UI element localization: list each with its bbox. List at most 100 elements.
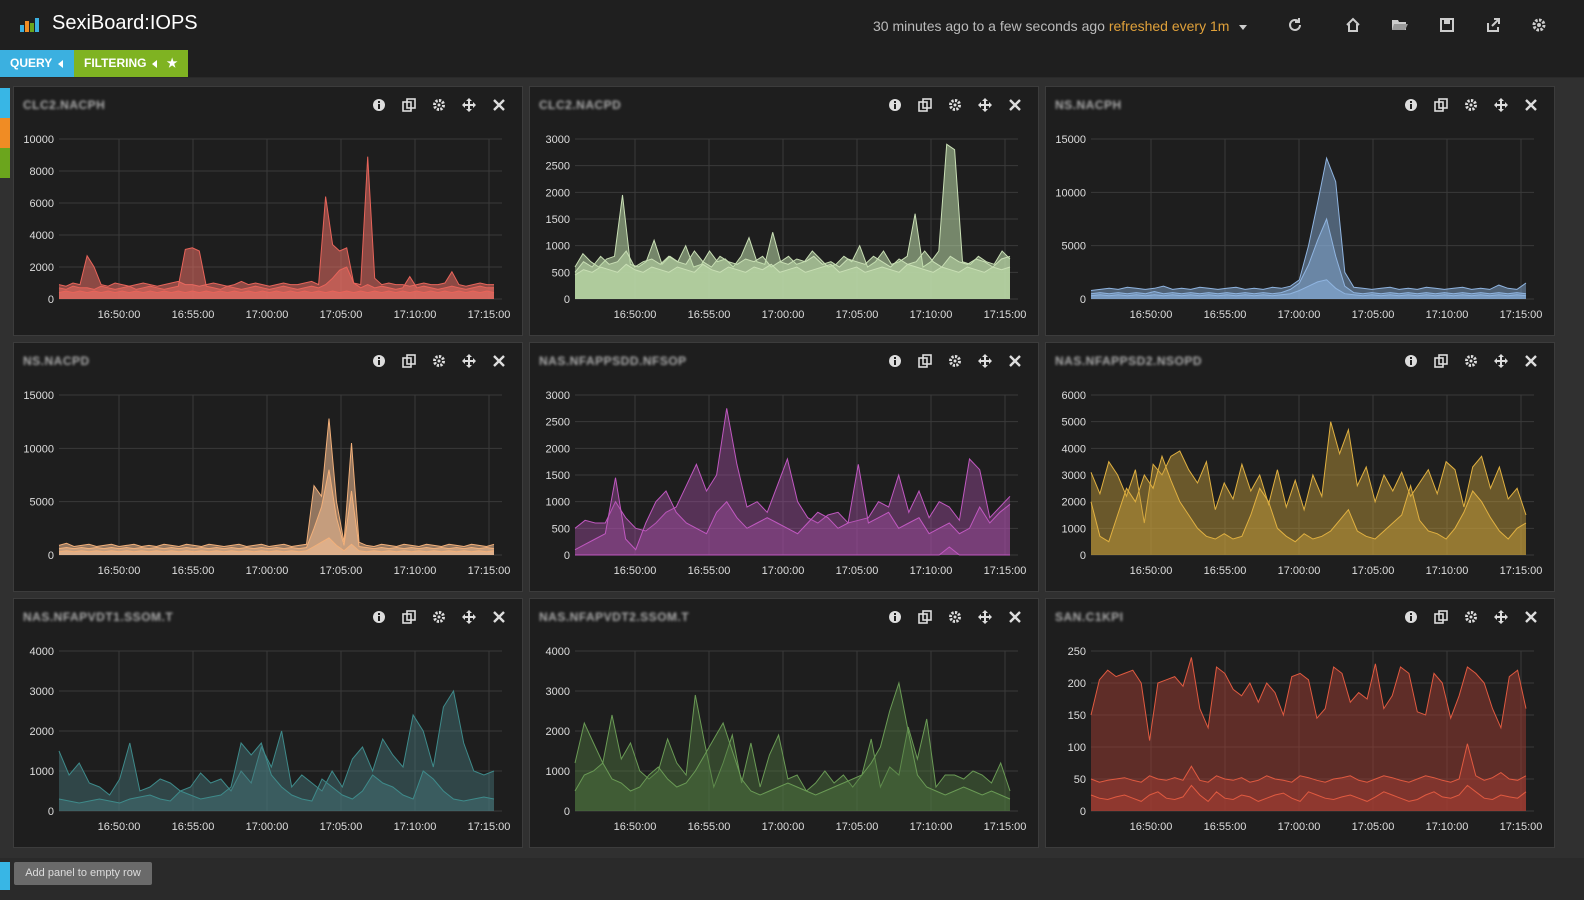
gear-icon[interactable]: [424, 353, 454, 369]
gear-icon[interactable]: [424, 97, 454, 113]
row-collapse-handle[interactable]: [0, 118, 10, 148]
info-icon[interactable]: [1396, 353, 1426, 369]
info-icon[interactable]: [364, 97, 394, 113]
x-tick-label: 17:05:00: [836, 565, 879, 577]
x-tick-label: 17:10:00: [1426, 309, 1469, 321]
query-pill[interactable]: QUERY: [0, 50, 74, 77]
move-icon[interactable]: [970, 353, 1000, 369]
graph-panel[interactable]: NS.NACPD 0 5000 10000 15000 16:50:00 16:55:00 1…: [13, 342, 523, 592]
series-line: [1090, 743, 1527, 783]
graph-panel[interactable]: NAS.NFAPVDT2.SSOM.T 0 1000 2000 3000 4000 16:5…: [529, 598, 1039, 848]
time-series-chart: 0 1000 2000 3000 4000 16:50:00 16:55:00 17:00:0…: [546, 646, 1027, 833]
filtering-pill[interactable]: FILTERING ★: [74, 50, 188, 77]
close-icon[interactable]: [1516, 609, 1546, 625]
close-icon[interactable]: [484, 609, 514, 625]
duplicate-icon[interactable]: [394, 609, 424, 625]
panel-title[interactable]: NS.NACPH: [1055, 98, 1122, 112]
gear-icon[interactable]: [1456, 97, 1486, 113]
graph-panel[interactable]: NAS.NFAPPSD2.NSOPD 0 1000 2000 3000 4000 5000 6…: [1045, 342, 1555, 592]
panel-title[interactable]: NAS.NFAPVDT1.SSOM.T: [23, 610, 174, 624]
move-icon[interactable]: [1486, 97, 1516, 113]
time-series-chart: 0 1000 2000 3000 4000 16:50:00 16:55:00 17:00:0…: [30, 646, 511, 833]
duplicate-icon[interactable]: [1426, 353, 1456, 369]
panel-title[interactable]: NAS.NFAPPSD2.NSOPD: [1055, 354, 1203, 368]
duplicate-icon[interactable]: [394, 97, 424, 113]
move-icon[interactable]: [1486, 609, 1516, 625]
time-series-chart: 0 1000 2000 3000 4000 5000 6000 16:50:00 16:55:0…: [1062, 390, 1543, 577]
query-pill-label: QUERY: [10, 56, 53, 70]
add-panel-button[interactable]: Add panel to empty row: [14, 862, 152, 885]
duplicate-icon[interactable]: [1426, 97, 1456, 113]
graph-panel[interactable]: SAN.C1KPI 0 50 100 150 200 250 16:50:00 16:55:00…: [1045, 598, 1555, 848]
close-icon[interactable]: [484, 97, 514, 113]
move-icon[interactable]: [970, 609, 1000, 625]
gear-icon[interactable]: [940, 97, 970, 113]
panel-title[interactable]: NAS.NFAPVDT2.SSOM.T: [539, 610, 690, 624]
x-tick-label: 16:55:00: [1204, 309, 1247, 321]
gear-icon[interactable]: [1530, 16, 1548, 34]
info-icon[interactable]: [364, 353, 394, 369]
row-collapse-handle[interactable]: [0, 148, 10, 178]
close-icon[interactable]: [1516, 97, 1546, 113]
refresh-icon[interactable]: [1286, 16, 1304, 34]
duplicate-icon[interactable]: [910, 609, 940, 625]
gear-icon[interactable]: [940, 353, 970, 369]
duplicate-icon[interactable]: [910, 353, 940, 369]
close-icon[interactable]: [1000, 97, 1030, 113]
info-icon[interactable]: [880, 97, 910, 113]
close-icon[interactable]: [484, 353, 514, 369]
gear-icon[interactable]: [1456, 609, 1486, 625]
row-collapse-handle[interactable]: [0, 88, 10, 118]
graph-panel[interactable]: NAS.NFAPPSDD.NFSOP 0 500 1000 1500 2000 2500 30…: [529, 342, 1039, 592]
graph-panel[interactable]: CLC2.NACPD 0 500 1000 1500 2000 2500 3000 16:50:…: [529, 86, 1039, 336]
panel-title[interactable]: NAS.NFAPPSDD.NFSOP: [539, 354, 687, 368]
panel-title[interactable]: SAN.C1KPI: [1055, 610, 1124, 624]
info-icon[interactable]: [880, 353, 910, 369]
graph-panel[interactable]: NS.NACPH 0 5000 10000 15000 16:50:00 16:55:00 1…: [1045, 86, 1555, 336]
gear-icon[interactable]: [424, 609, 454, 625]
home-icon[interactable]: [1344, 16, 1362, 34]
gear-icon[interactable]: [940, 609, 970, 625]
x-tick-label: 16:50:00: [98, 309, 141, 321]
panel-title[interactable]: CLC2.NACPH: [23, 98, 106, 112]
panel-toolbar: [1396, 97, 1546, 113]
panel-title[interactable]: CLC2.NACPD: [539, 98, 622, 112]
duplicate-icon[interactable]: [910, 97, 940, 113]
move-icon[interactable]: [970, 97, 1000, 113]
move-icon[interactable]: [454, 609, 484, 625]
time-picker[interactable]: 30 minutes ago to a few seconds ago refr…: [873, 18, 1248, 34]
info-icon[interactable]: [1396, 97, 1426, 113]
empty-row-handle[interactable]: [0, 862, 10, 890]
save-icon[interactable]: [1438, 16, 1456, 34]
duplicate-icon[interactable]: [1426, 609, 1456, 625]
gear-icon[interactable]: [1456, 353, 1486, 369]
x-tick-label: 17:15:00: [984, 309, 1027, 321]
graph-panel[interactable]: NAS.NFAPVDT1.SSOM.T 0 1000 2000 3000 4000 16:5…: [13, 598, 523, 848]
x-tick-label: 16:50:00: [1130, 565, 1173, 577]
x-tick-label: 17:05:00: [320, 565, 363, 577]
series-line: [574, 143, 1011, 268]
info-icon[interactable]: [880, 609, 910, 625]
series-area: [575, 144, 1010, 299]
move-icon[interactable]: [454, 97, 484, 113]
share-icon[interactable]: [1484, 16, 1502, 34]
x-tick-label: 17:05:00: [836, 309, 879, 321]
y-tick-label: 2000: [546, 443, 570, 455]
graph-panel[interactable]: CLC2.NACPH 0 2000 4000 6000 8000 10000 16:50:00…: [13, 86, 523, 336]
series-line: [574, 464, 1011, 551]
series-area: [1091, 279, 1526, 299]
y-tick-label: 0: [48, 806, 54, 818]
info-icon[interactable]: [364, 609, 394, 625]
info-icon[interactable]: [1396, 609, 1426, 625]
panel-title[interactable]: NS.NACPD: [23, 354, 90, 368]
panel-toolbar: [880, 609, 1030, 625]
move-icon[interactable]: [454, 353, 484, 369]
close-icon[interactable]: [1000, 609, 1030, 625]
close-icon[interactable]: [1516, 353, 1546, 369]
move-icon[interactable]: [1486, 353, 1516, 369]
duplicate-icon[interactable]: [394, 353, 424, 369]
close-icon[interactable]: [1000, 353, 1030, 369]
folder-open-icon[interactable]: [1391, 16, 1409, 34]
x-tick-label: 17:15:00: [468, 309, 511, 321]
brand[interactable]: SexiBoard:IOPS: [20, 12, 198, 35]
